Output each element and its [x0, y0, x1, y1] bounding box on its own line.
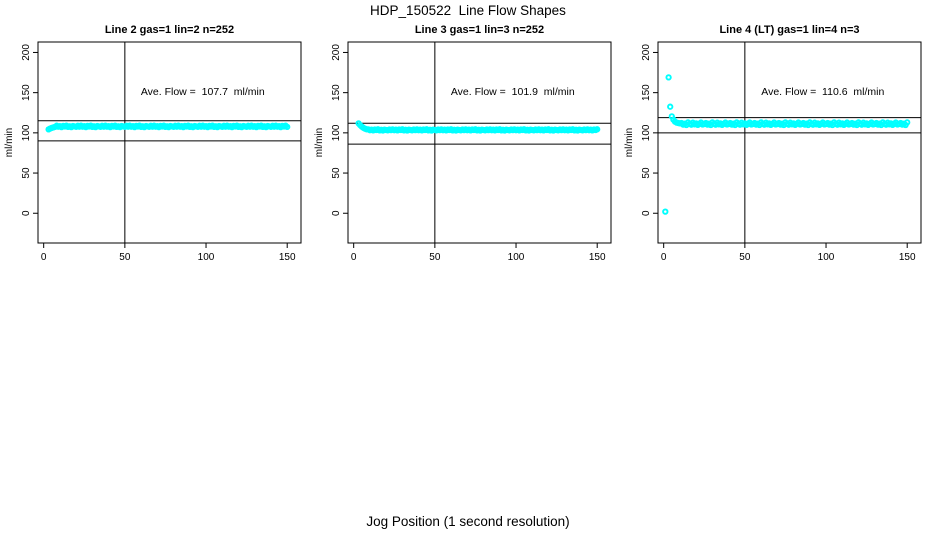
x-axis-label: Jog Position (1 second resolution) [366, 514, 570, 529]
y-tick-label: 100 [641, 124, 652, 141]
y-axis-label: ml/min [4, 128, 15, 157]
y-tick-label: 50 [641, 167, 652, 179]
y-tick-label: 50 [21, 167, 32, 179]
y-tick-label: 200 [331, 44, 342, 61]
data-point [904, 119, 911, 126]
x-tick-label: 50 [429, 252, 441, 263]
data-point [284, 123, 291, 131]
data-point [667, 103, 674, 110]
x-tick-label: 0 [661, 252, 667, 263]
panel-title: Line 3 gas=1 lin=3 n=252 [415, 24, 544, 36]
y-tick-label: 200 [21, 44, 32, 61]
x-tick-label: 0 [351, 252, 357, 263]
x-tick-label: 150 [589, 252, 606, 263]
ave-flow-annotation: Ave. Flow = 110.6 ml/min [761, 86, 884, 98]
panel-box [657, 41, 922, 244]
x-tick-label: 150 [899, 252, 916, 263]
x-tick-label: 100 [818, 252, 835, 263]
y-tick-label: 100 [21, 124, 32, 141]
y-tick-label: 150 [331, 84, 342, 101]
panel-box [347, 41, 612, 244]
y-tick-label: 100 [331, 124, 342, 141]
y-tick-label: 150 [21, 84, 32, 101]
panel-box [37, 41, 302, 244]
data-point [594, 126, 601, 133]
y-tick-label: 50 [331, 167, 342, 179]
x-tick-label: 150 [279, 252, 296, 263]
y-axis-label: ml/min [314, 128, 325, 157]
y-tick-label: 0 [21, 210, 32, 216]
x-tick-label: 100 [198, 252, 215, 263]
y-tick-label: 0 [331, 210, 342, 216]
data-point [665, 74, 672, 81]
figure-title: HDP_150522 Line Flow Shapes [370, 3, 566, 18]
ave-flow-annotation: Ave. Flow = 101.9 ml/min [451, 86, 575, 98]
y-axis-label: ml/min [624, 128, 635, 157]
x-tick-label: 50 [119, 252, 131, 263]
x-tick-label: 0 [41, 252, 47, 263]
y-tick-label: 0 [641, 210, 652, 216]
x-tick-label: 50 [739, 252, 751, 263]
y-tick-label: 150 [641, 84, 652, 101]
x-tick-label: 100 [508, 252, 525, 263]
y-tick-label: 200 [641, 44, 652, 61]
data-point [662, 208, 669, 215]
panel-title: Line 4 (LT) gas=1 lin=4 n=3 [719, 24, 859, 36]
ave-flow-annotation: Ave. Flow = 107.7 ml/min [141, 86, 265, 98]
panel-title: Line 2 gas=1 lin=2 n=252 [105, 24, 234, 36]
